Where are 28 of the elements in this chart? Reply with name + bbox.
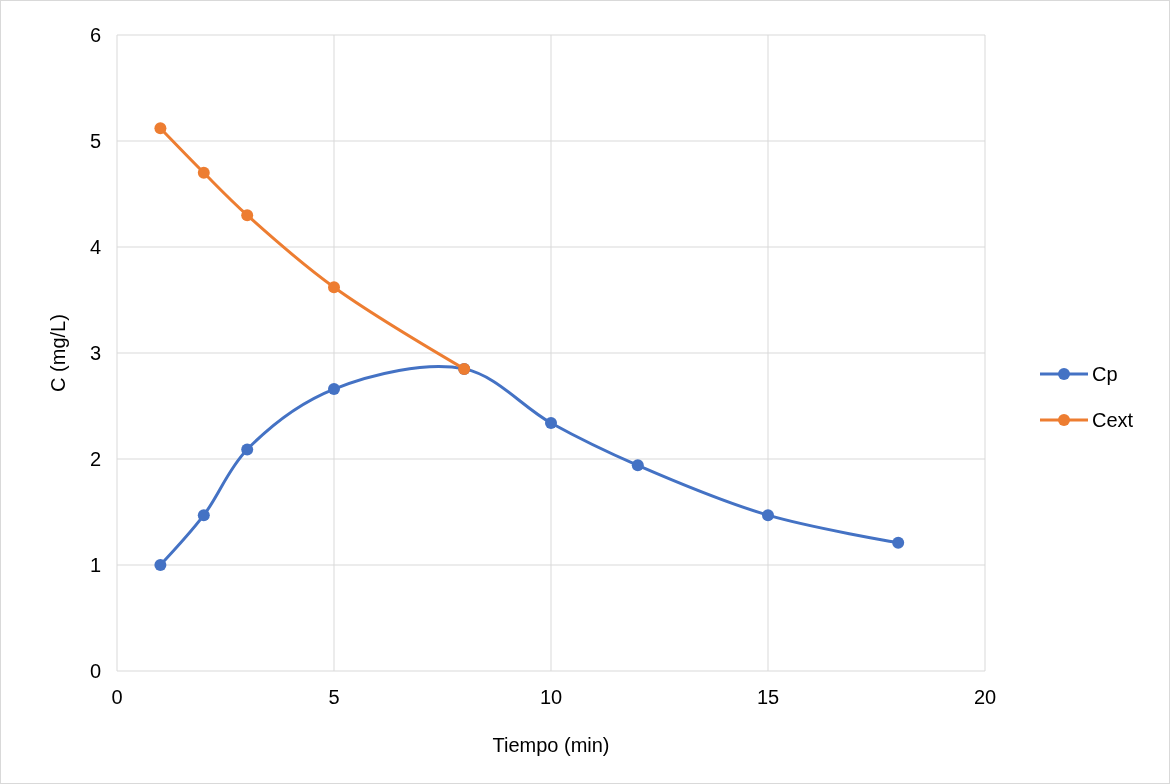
y-tick-label: 5 <box>89 130 101 152</box>
point <box>154 559 167 571</box>
point <box>631 459 644 472</box>
y-tick-label: 6 <box>89 24 101 46</box>
point <box>328 383 340 396</box>
x-tick-label: 0 <box>111 686 123 708</box>
x-tick-label: 10 <box>539 686 563 708</box>
y-tick-label: 3 <box>89 342 101 364</box>
y-tick-label: 0 <box>89 660 101 682</box>
point <box>241 443 254 456</box>
point <box>241 209 254 222</box>
point <box>328 281 340 294</box>
point <box>892 536 905 549</box>
x-axis-title: Tiempo (min) <box>492 734 610 756</box>
point <box>197 509 210 522</box>
point <box>197 166 210 179</box>
y-tick-label: 4 <box>89 236 101 258</box>
y-tick-label: 1 <box>89 554 101 576</box>
y-tick-label: 2 <box>89 448 101 470</box>
x-tick-label: 15 <box>756 686 780 708</box>
point <box>154 122 167 135</box>
y-axis-title: C (mg/L) <box>47 314 69 392</box>
x-tick-label: 5 <box>328 686 340 708</box>
point <box>762 509 774 522</box>
point <box>545 416 557 429</box>
legend-label: Cp <box>1092 363 1118 385</box>
x-tick-label: 20 <box>973 686 997 708</box>
legend-label: Cext <box>1092 409 1134 431</box>
